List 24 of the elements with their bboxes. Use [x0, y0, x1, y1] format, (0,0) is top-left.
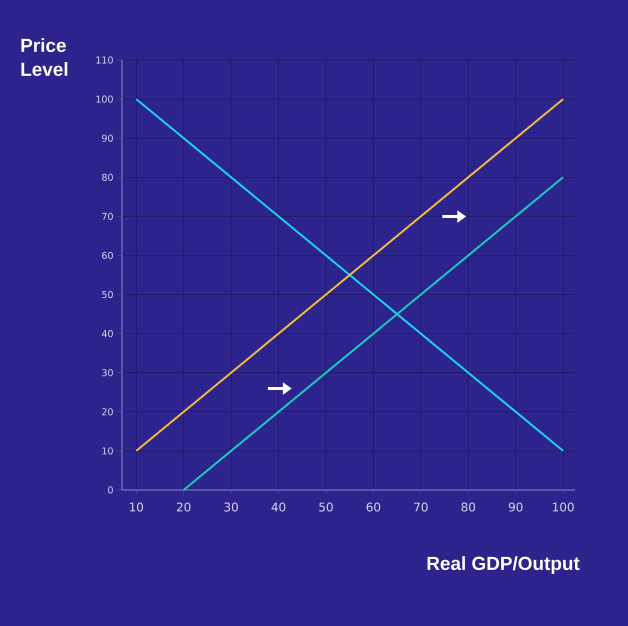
x-axis-title: Real GDP/Output: [428, 556, 580, 574]
y-tick-label: 50: [102, 290, 113, 298]
y-tick-label: 60: [102, 252, 113, 260]
y-tick-label: 70: [102, 212, 113, 220]
y-tick-label: 100: [96, 96, 113, 103]
x-tick-label: 40: [272, 502, 286, 512]
x-tick-label: 100: [553, 502, 574, 512]
x-tick-label: 10: [130, 502, 144, 512]
x-tick-label: 30: [224, 502, 238, 512]
x-tick-label: 20: [176, 502, 190, 512]
x-tick-label: 80: [461, 502, 476, 512]
y-tick-label: 10: [102, 447, 113, 454]
y-tick-label: 90: [102, 134, 113, 142]
y-axis-title: Price Level: [21, 38, 68, 76]
y-tick-label: 0: [108, 486, 113, 494]
x-tick-label: 60: [366, 502, 380, 512]
y-tick-label: 40: [102, 330, 113, 338]
y-tick-label: 110: [96, 56, 113, 64]
y-tick-label: 30: [102, 369, 113, 376]
y-tick-label: 80: [102, 174, 113, 181]
x-tick-label: 70: [414, 502, 428, 512]
x-tick-label: 50: [319, 502, 333, 512]
y-tick-label: 20: [102, 408, 113, 416]
x-tick-label: 90: [508, 502, 523, 512]
